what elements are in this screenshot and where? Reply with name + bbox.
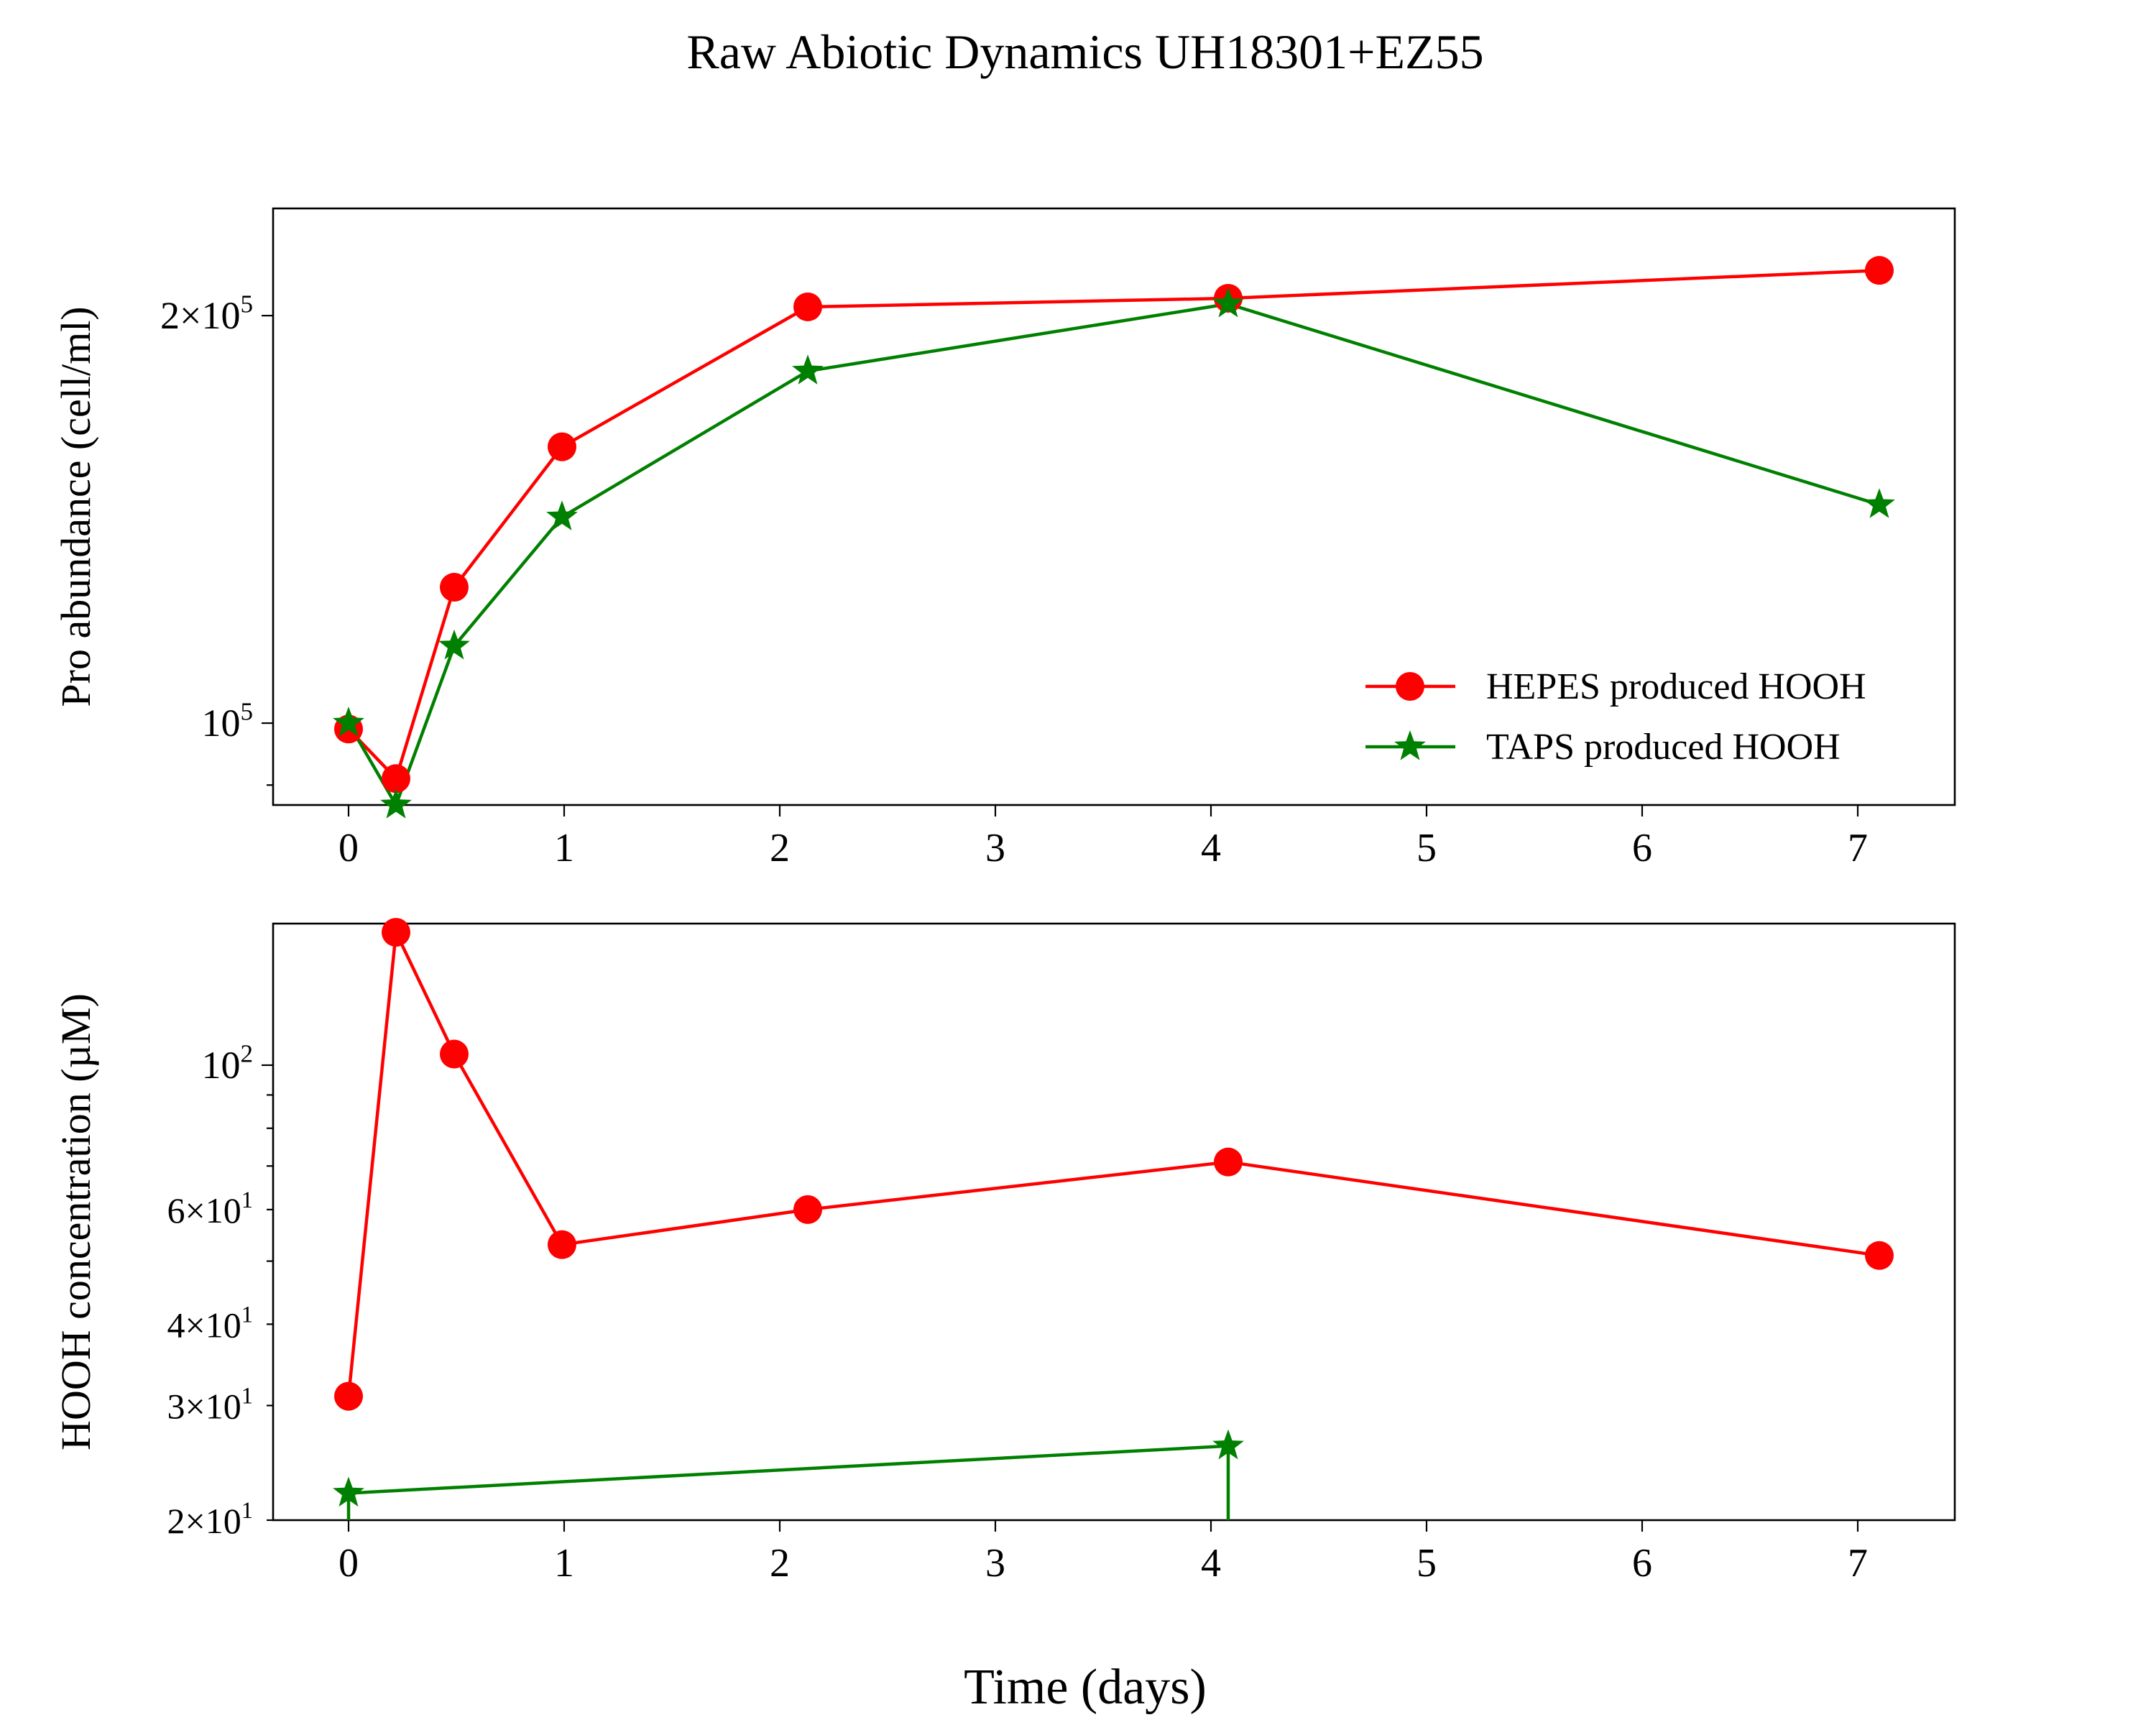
bottom-data-point-1 — [1212, 1429, 1244, 1460]
top-data-point-1 — [1212, 287, 1244, 318]
bottom-x-tick-label: 1 — [554, 1541, 574, 1586]
bottom-data-point-0 — [1865, 1241, 1894, 1270]
bottom-y-tick-label: 2×101 — [167, 1498, 253, 1541]
bottom-data-point-0 — [793, 1195, 822, 1224]
bottom-data-point-0 — [334, 1381, 363, 1411]
top-plot-frame — [272, 207, 1956, 806]
bottom-data-point-1 — [333, 1476, 364, 1507]
top-data-point-0 — [382, 764, 410, 794]
top-data-point-0 — [1865, 256, 1894, 285]
top-data-point-0 — [440, 573, 469, 602]
top-panel: 0 1 2 3 4 5 6 7 105 2×105 Pro abundance (cell/ml) H… — [52, 207, 1956, 870]
bottom-y-tick-label: 4×101 — [167, 1302, 253, 1345]
bottom-y-axis-label: HOOH concentration (µM) — [52, 993, 99, 1450]
bottom-x-tick-label: 3 — [985, 1541, 1005, 1586]
bottom-data-point-0 — [1214, 1147, 1243, 1177]
top-data-point-1 — [380, 788, 412, 819]
top-x-tick-label: 6 — [1632, 826, 1652, 870]
top-x-tick-label: 3 — [985, 826, 1005, 870]
bottom-y-tick-label: 6×101 — [167, 1187, 253, 1230]
top-data-point-0 — [793, 292, 822, 321]
bottom-data-point-0 — [440, 1039, 469, 1069]
bottom-panel: 0 1 2 3 4 5 6 7 102 2×101 3×101 4×101 6×101 HOOH conc… — [52, 918, 1956, 1586]
bottom-y-tick-label: 3×101 — [167, 1384, 253, 1427]
bottom-x-tick-label: 5 — [1416, 1541, 1437, 1586]
legend-label-1: TAPS produced HOOH — [1486, 727, 1841, 768]
x-axis-label: Time (days) — [964, 1660, 1207, 1715]
bottom-series-line-0 — [346, 930, 1880, 1397]
bottom-data-point-0 — [382, 918, 410, 947]
figure-title: Raw Abiotic Dynamics UH18301+EZ55 — [686, 24, 1483, 79]
bottom-plot-frame — [272, 922, 1956, 1522]
top-data-point-0 — [548, 432, 576, 461]
top-x-tick-label: 1 — [554, 826, 574, 870]
top-y-tick-label: 2×105 — [160, 290, 253, 337]
top-x-tick-label: 7 — [1848, 826, 1868, 870]
top-data-point-1 — [1864, 488, 1895, 518]
bottom-series-line-1 — [348, 1444, 1229, 1495]
top-legend: HEPES produced HOOH TAPS produced HOOH — [1365, 666, 1866, 768]
top-x-tick-label: 4 — [1201, 826, 1221, 870]
top-data-point-1 — [438, 629, 470, 660]
top-y-tick-label: 105 — [201, 697, 253, 745]
legend-marker-0 — [1396, 672, 1424, 701]
top-data-point-1 — [792, 354, 824, 385]
top-data-point-1 — [333, 707, 364, 737]
bottom-data-point-0 — [548, 1230, 576, 1259]
bottom-x-tick-label: 7 — [1848, 1541, 1868, 1586]
top-x-tick-label: 2 — [770, 826, 790, 870]
bottom-x-tick-label: 0 — [338, 1541, 359, 1586]
bottom-x-tick-label: 4 — [1201, 1541, 1221, 1586]
legend-marker-1 — [1394, 730, 1426, 760]
top-data-point-1 — [546, 500, 578, 530]
bottom-y-tick-label: 102 — [201, 1039, 253, 1087]
legend-label-0: HEPES produced HOOH — [1486, 666, 1866, 707]
bottom-x-tick-label: 2 — [770, 1541, 790, 1586]
bottom-x-tick-label: 6 — [1632, 1541, 1652, 1586]
top-y-axis-label: Pro abundance (cell/ml) — [52, 306, 99, 707]
top-x-tick-label: 5 — [1416, 826, 1437, 870]
top-x-tick-label: 0 — [338, 826, 359, 870]
